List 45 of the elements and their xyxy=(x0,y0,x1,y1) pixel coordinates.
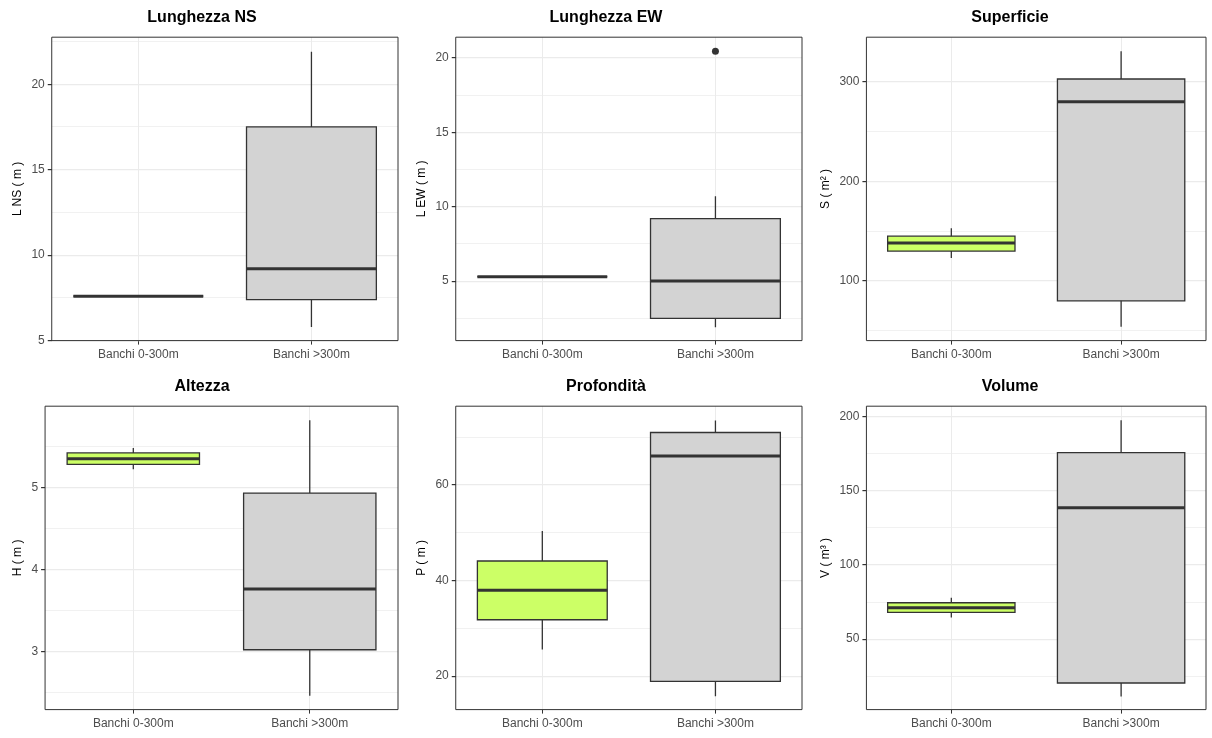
x-tick-label: Banchi >300m xyxy=(271,716,349,731)
y-tick-label: 200 xyxy=(839,173,860,188)
chart-title: Lunghezza NS xyxy=(147,8,257,26)
y-axis-title: P ( m ) xyxy=(413,540,428,576)
x-tick-label: Banchi 0-300m xyxy=(910,716,992,731)
x-tick-label: Banchi >300m xyxy=(676,347,754,362)
x-tick-label: Banchi >300m xyxy=(272,347,350,362)
y-tick-label: 5 xyxy=(442,273,450,288)
y-tick-label: 200 xyxy=(839,408,860,423)
y-tick-label: 150 xyxy=(839,482,860,497)
y-axis-title: H ( m ) xyxy=(9,539,24,577)
y-tick-label: 10 xyxy=(435,199,450,214)
y-tick-label: 20 xyxy=(31,76,46,91)
chart-title: Volume xyxy=(981,377,1039,395)
chart-title: Superficie xyxy=(971,8,1049,26)
x-tick-label: Banchi >300m xyxy=(1082,716,1160,731)
x-tick-label: Banchi 0-300m xyxy=(501,716,583,731)
chart-title: Profondità xyxy=(566,377,647,395)
x-tick-label: Banchi 0-300m xyxy=(501,347,583,362)
y-tick-label: 3 xyxy=(31,643,39,658)
y-tick-label: 100 xyxy=(839,557,860,572)
y-tick-label: 100 xyxy=(839,273,860,288)
y-tick-label: 5 xyxy=(31,479,39,494)
y-tick-label: 4 xyxy=(31,561,39,576)
chart-title: Lunghezza EW xyxy=(549,8,664,26)
y-tick-label: 10 xyxy=(31,247,46,262)
x-tick-label: Banchi 0-300m xyxy=(92,716,174,731)
y-axis-title: S ( m² ) xyxy=(817,168,832,209)
y-tick-label: 60 xyxy=(435,477,450,492)
y-tick-label: 20 xyxy=(435,50,450,65)
y-tick-label: 50 xyxy=(846,631,860,646)
y-tick-label: 15 xyxy=(435,124,450,139)
y-tick-label: 20 xyxy=(435,668,450,683)
y-tick-label: 15 xyxy=(31,161,46,176)
y-tick-label: 5 xyxy=(38,332,46,347)
x-tick-label: Banchi 0-300m xyxy=(910,347,992,362)
y-axis-title: V ( m³ ) xyxy=(817,537,832,578)
chart-title: Altezza xyxy=(174,377,230,395)
y-axis-title: L NS ( m ) xyxy=(9,161,24,217)
y-tick-label: 300 xyxy=(839,74,860,89)
y-tick-label: 40 xyxy=(435,572,450,587)
x-tick-label: Banchi >300m xyxy=(676,716,754,731)
x-tick-label: Banchi >300m xyxy=(1082,347,1160,362)
x-tick-label: Banchi 0-300m xyxy=(97,347,179,362)
y-axis-title: L EW ( m ) xyxy=(413,160,428,218)
